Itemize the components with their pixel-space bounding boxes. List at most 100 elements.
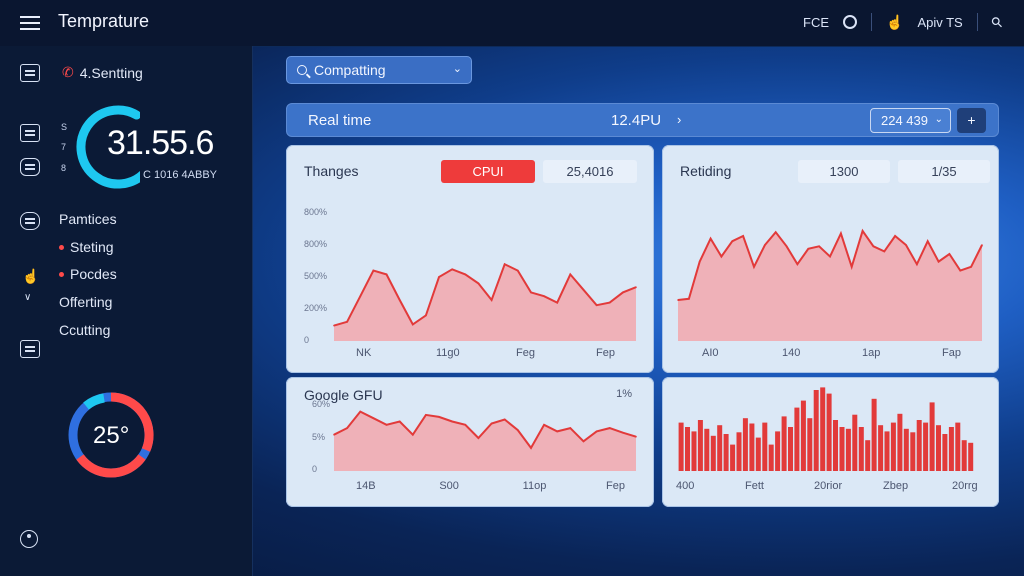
bar — [871, 398, 877, 471]
bar — [948, 427, 954, 471]
value-pill[interactable]: 1/35 — [898, 160, 990, 183]
data-point — [464, 424, 467, 426]
sidebar-header-label: 4.Sentting — [79, 64, 143, 81]
bar — [839, 427, 845, 471]
data-point — [438, 416, 440, 418]
data-point — [608, 427, 611, 429]
topbar-item-apiv[interactable]: Apiv TS — [917, 14, 963, 30]
data-point — [709, 237, 712, 240]
x-tick-label: 400 — [676, 480, 695, 492]
sidebar-item-pocdes[interactable]: Pocdes — [59, 266, 117, 282]
bar — [890, 422, 896, 471]
x-tick-label: Zbep — [883, 480, 909, 492]
x-tick-label: Fep — [606, 480, 625, 492]
series-line — [333, 410, 637, 450]
add-button[interactable]: + — [957, 108, 986, 133]
data-point — [333, 433, 335, 436]
series-area — [678, 230, 982, 341]
bar — [704, 428, 710, 471]
x-tick-label: Feg — [516, 347, 535, 359]
data-point — [517, 429, 519, 431]
data-point — [948, 253, 951, 255]
topbar-item-fce[interactable]: FCE — [803, 14, 830, 30]
series-area — [334, 411, 636, 471]
x-tick-label: 20rrg — [952, 480, 978, 492]
cpu-pill-button[interactable]: CPUI — [441, 160, 535, 183]
value-pill[interactable]: 1300 — [798, 160, 890, 183]
data-point — [569, 273, 572, 276]
bars-chart — [678, 387, 974, 471]
sidebar-item-label: Offerting — [59, 294, 113, 310]
card-title: Thanges — [304, 163, 359, 179]
data-point — [970, 266, 972, 268]
search-value: Compatting — [314, 62, 386, 78]
sidebar-header[interactable]: ✆ 4.Sentting — [62, 64, 143, 81]
gauge-tick: 8 — [61, 163, 67, 173]
data-point — [774, 231, 777, 233]
data-point — [764, 244, 766, 246]
y-tick-label: 5% — [312, 431, 326, 442]
refresh-icon[interactable] — [843, 15, 858, 29]
link-icon[interactable]: ⚲ — [987, 12, 1006, 31]
data-point — [425, 414, 427, 416]
data-point — [688, 298, 690, 300]
sidebar-item-ccutting[interactable]: Ccutting — [59, 322, 110, 338]
realtime-select[interactable]: 224 439 ⌄ — [870, 108, 951, 133]
data-point — [850, 266, 853, 268]
data-point — [622, 431, 624, 434]
data-point — [464, 273, 467, 276]
bullet-icon — [59, 271, 64, 277]
data-point — [840, 232, 842, 235]
menu-icon[interactable] — [20, 13, 40, 31]
bar — [833, 420, 838, 471]
x-tick-label: S00 — [439, 480, 459, 492]
bar — [678, 422, 684, 471]
data-point — [503, 418, 506, 421]
search-dropdown[interactable]: Compatting ⌄ — [286, 56, 472, 84]
data-point — [569, 427, 572, 429]
card-title: Retiding — [680, 163, 732, 179]
app-title: Temprature — [58, 11, 150, 31]
x-tick-label: 1ap — [862, 347, 881, 359]
bar — [852, 414, 858, 471]
list-icon[interactable] — [20, 124, 40, 142]
office-icon[interactable] — [20, 64, 40, 82]
bar — [942, 434, 948, 471]
data-point — [333, 324, 335, 327]
gamepad-icon[interactable] — [20, 212, 40, 230]
touch-icon[interactable]: ☝ — [22, 268, 40, 284]
data-point — [731, 240, 734, 242]
bar — [845, 428, 851, 471]
changes-card: Thanges CPUI 25,4016 800% 800% 500% 200% 0 N… — [286, 145, 654, 373]
data-point — [582, 289, 585, 291]
sidebar-item-offerting[interactable]: Offerting — [59, 294, 112, 310]
data-point — [477, 437, 480, 439]
data-point — [622, 291, 624, 294]
y-tick-label: 200% — [304, 303, 328, 313]
bar — [916, 420, 922, 471]
bar — [961, 440, 967, 471]
chart-icon[interactable] — [20, 340, 40, 358]
hand-icon[interactable]: ☝ — [886, 13, 904, 30]
chevron-right-icon[interactable]: › — [677, 112, 682, 127]
series-area — [334, 264, 636, 341]
realtime-label: Real time — [308, 112, 372, 129]
bar — [865, 440, 871, 471]
sidebar-item-pamtices[interactable]: Pamtices — [59, 211, 117, 227]
card-title: Google GFU — [304, 387, 383, 403]
search-icon — [297, 65, 307, 75]
data-point — [829, 255, 831, 258]
bullet-icon — [59, 244, 64, 250]
device-icon[interactable] — [20, 158, 40, 176]
data-point — [451, 420, 453, 423]
data-point — [742, 235, 744, 237]
data-point — [753, 266, 755, 268]
data-point — [346, 427, 348, 429]
sidebar-item-steting[interactable]: Steting — [59, 239, 114, 255]
data-point — [530, 291, 532, 294]
value-pill[interactable]: 25,4016 — [543, 160, 637, 183]
settings-icon[interactable] — [20, 530, 38, 548]
y-tick-label: 800% — [304, 207, 328, 217]
small-mark: ∨ — [24, 292, 32, 303]
gauge-tick: 7 — [61, 142, 67, 152]
